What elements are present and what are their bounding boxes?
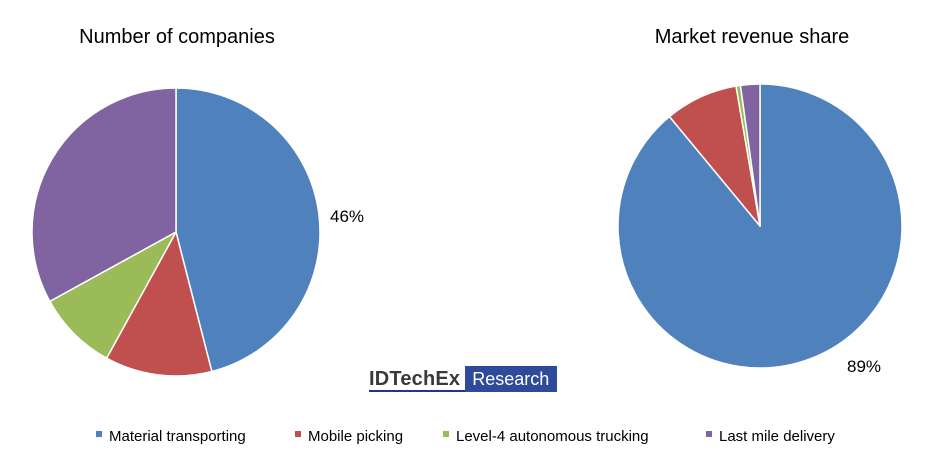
pie-market-revenue-share (617, 83, 903, 369)
chart-title-market-revenue-share: Market revenue share (655, 26, 850, 48)
legend-label-level-4-autonomous-trucking: Level-4 autonomous trucking (456, 428, 649, 445)
logo-tagline: Research (465, 366, 558, 392)
pie-slice-mobile-picking (105, 231, 213, 377)
idtechex-logo: IDTechEx Research (369, 366, 558, 392)
data-label-material-transporting-revenue: 89% (847, 357, 881, 376)
pie-number-of-companies (31, 87, 321, 377)
legend-swatch-level-4-autonomous-trucking (443, 431, 449, 437)
pie-slice-level-4-autonomous-trucking (49, 231, 177, 359)
legend-swatch-material-transporting (96, 431, 102, 437)
legend-swatch-mobile-picking (295, 431, 301, 437)
chart-legend: Material transporting Mobile picking Level… (96, 428, 835, 445)
chart-title-number-of-companies: Number of companies (79, 26, 275, 48)
pie-slice-last-mile-delivery (31, 87, 177, 303)
legend-label-material-transporting: Material transporting (109, 428, 246, 445)
pie-slice-last-mile-delivery (739, 83, 761, 227)
data-label-material-transporting-companies: 46% (330, 207, 364, 226)
legend-label-last-mile-delivery: Last mile delivery (719, 428, 835, 445)
pie-slice-material-transporting (175, 87, 321, 373)
legend-label-mobile-picking: Mobile picking (308, 428, 403, 445)
logo-brand-text: IDTechEx (369, 366, 466, 392)
legend-swatch-last-mile-delivery (706, 431, 712, 437)
